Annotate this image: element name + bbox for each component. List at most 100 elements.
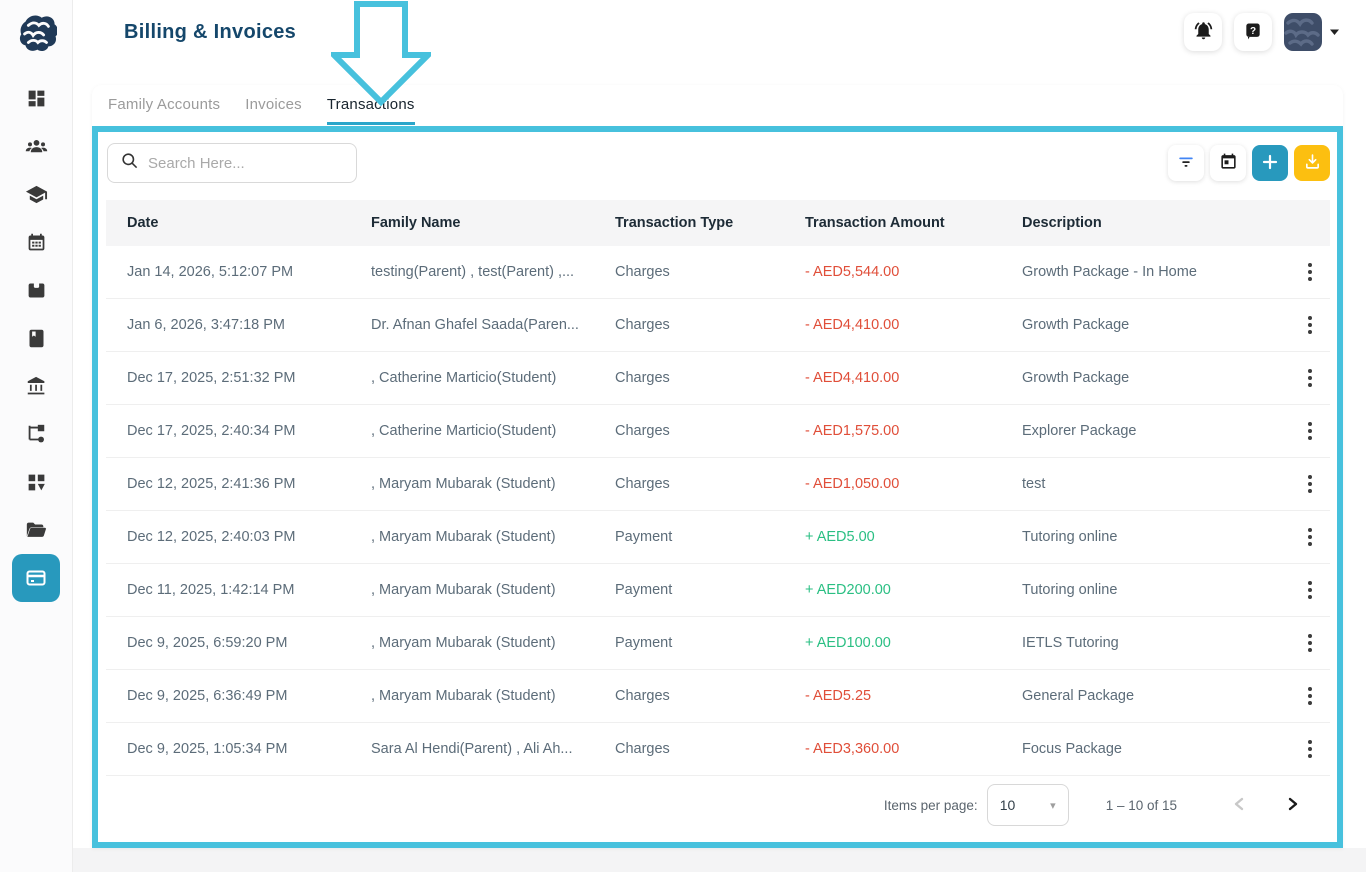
notifications-button[interactable] [1184,13,1222,51]
column-header-transaction-type: Transaction Type [615,215,734,231]
row-family-name: , Maryam Mubarak (Student) [371,529,556,545]
avatar [1284,13,1322,51]
row-actions-kebab-icon[interactable] [1290,617,1330,669]
table-row: Jan 6, 2026, 3:47:18 PM Dr. Afnan Ghafel … [106,299,1330,352]
table-header-row: Date Family Name Transaction Type Transa… [106,200,1330,246]
row-description: Growth Package [1022,317,1130,333]
row-transaction-type: Charges [615,317,670,333]
search-input[interactable] [148,154,347,172]
row-actions-kebab-icon[interactable] [1290,246,1330,298]
widgets-dropdown-icon [26,472,47,493]
tab-bar: Family Accounts Invoices Transactions [108,85,415,125]
table-row: Dec 17, 2025, 2:40:34 PM , Catherine Mart… [106,405,1330,458]
sidebar-item-packages[interactable] [12,266,60,314]
date-range-button[interactable] [1210,145,1246,181]
people-group-icon [25,135,48,158]
help-button[interactable]: ? [1234,13,1272,51]
row-description: Growth Package - In Home [1022,264,1197,280]
row-actions-kebab-icon[interactable] [1290,352,1330,404]
sidebar-item-apps[interactable] [12,458,60,506]
row-amount: - AED1,050.00 [805,476,900,492]
dashboard-icon [26,88,47,109]
row-actions-kebab-icon[interactable] [1290,511,1330,563]
sidebar-item-workflow[interactable] [12,410,60,458]
row-transaction-type: Charges [615,370,670,386]
row-transaction-type: Payment [615,635,673,651]
row-amount: - AED5,544.00 [805,264,900,280]
row-family-name: , Maryam Mubarak (Student) [371,476,556,492]
table-row: Dec 9, 2025, 1:05:34 PM Sara Al Hendi(Par… [106,723,1330,776]
transactions-table: Date Family Name Transaction Type Transa… [106,200,1330,776]
header-actions: ? [1184,13,1340,51]
row-transaction-type: Charges [615,688,670,704]
add-transaction-button[interactable] [1252,145,1288,181]
row-family-name: Sara Al Hendi(Parent) , Ali Ah... [371,741,573,757]
page-background [73,848,1366,872]
column-header-description: Description [1022,215,1102,231]
row-amount: + AED200.00 [805,582,891,598]
sidebar-item-students[interactable] [12,170,60,218]
row-amount: + AED5.00 [805,529,875,545]
row-date: Dec 9, 2025, 6:36:49 PM [127,688,288,704]
row-family-name: , Maryam Mubarak (Student) [371,688,556,704]
page-range-label: 1 – 10 of 15 [1105,797,1177,813]
sidebar-item-billing[interactable] [12,554,60,602]
question-mark-icon: ? [1243,21,1263,44]
row-date: Dec 17, 2025, 2:40:34 PM [127,423,296,439]
row-family-name: , Maryam Mubarak (Student) [371,582,556,598]
row-actions-kebab-icon[interactable] [1290,670,1330,722]
row-family-name: testing(Parent) , test(Parent) ,... [371,264,575,280]
row-description: Tutoring online [1022,529,1118,545]
bell-icon [1193,20,1214,44]
chevron-left-icon [1233,797,1245,814]
sidebar-item-library[interactable] [12,314,60,362]
row-date: Dec 9, 2025, 6:59:20 PM [127,635,288,651]
row-date: Dec 12, 2025, 2:41:36 PM [127,476,296,492]
table-row: Dec 9, 2025, 6:59:20 PM , Maryam Mubarak … [106,617,1330,670]
row-actions-kebab-icon[interactable] [1290,299,1330,351]
row-date: Jan 14, 2026, 5:12:07 PM [127,264,294,280]
svg-text:?: ? [1250,25,1256,36]
billing-card: Family Accounts Invoices Transactions [92,85,1343,848]
previous-page-button[interactable] [1225,791,1253,819]
next-page-button[interactable] [1279,791,1307,819]
row-description: Tutoring online [1022,582,1118,598]
row-actions-kebab-icon[interactable] [1290,458,1330,510]
row-actions-kebab-icon[interactable] [1290,723,1330,775]
row-description: test [1022,476,1046,492]
sidebar-item-files[interactable] [12,506,60,554]
row-family-name: , Catherine Marticio(Student) [371,370,557,386]
page-size-value: 10 [999,797,1016,813]
filter-button[interactable] [1168,145,1204,181]
sidebar-item-dashboard[interactable] [12,74,60,122]
plus-icon [1262,154,1278,173]
row-transaction-type: Charges [615,423,670,439]
table-toolbar [107,143,1330,183]
package-box-icon [26,280,47,301]
row-amount: - AED5.25 [805,688,872,704]
page-size-select[interactable]: 10 ▾ [986,784,1069,826]
row-description: Explorer Package [1022,423,1137,439]
profile-menu[interactable] [1284,13,1340,51]
search-icon [120,151,139,175]
sidebar-item-families[interactable] [12,122,60,170]
tab-family-accounts[interactable]: Family Accounts [108,96,221,113]
toolbar-buttons [1168,145,1330,181]
row-actions-kebab-icon[interactable] [1290,405,1330,457]
sidebar-item-schedule[interactable] [12,218,60,266]
sidebar-nav [12,74,60,602]
main-content: Billing & Invoices ? Family Accounts Inv… [73,0,1366,872]
sidebar-item-institution[interactable] [12,362,60,410]
row-actions-kebab-icon[interactable] [1290,564,1330,616]
table-body: Jan 14, 2026, 5:12:07 PM testing(Parent) … [106,246,1330,776]
search-box [107,143,357,183]
tab-invoices[interactable]: Invoices [245,96,302,113]
chevron-right-icon [1287,797,1299,814]
tab-transactions[interactable]: Transactions [326,96,415,125]
export-download-button[interactable] [1294,145,1330,181]
row-transaction-type: Charges [615,264,670,280]
row-date: Dec 17, 2025, 2:51:32 PM [127,370,296,386]
paginator: Items per page: 10 ▾ 1 – 10 of 15 [106,776,1307,834]
row-family-name: Dr. Afnan Ghafel Saada(Paren... [371,317,579,333]
